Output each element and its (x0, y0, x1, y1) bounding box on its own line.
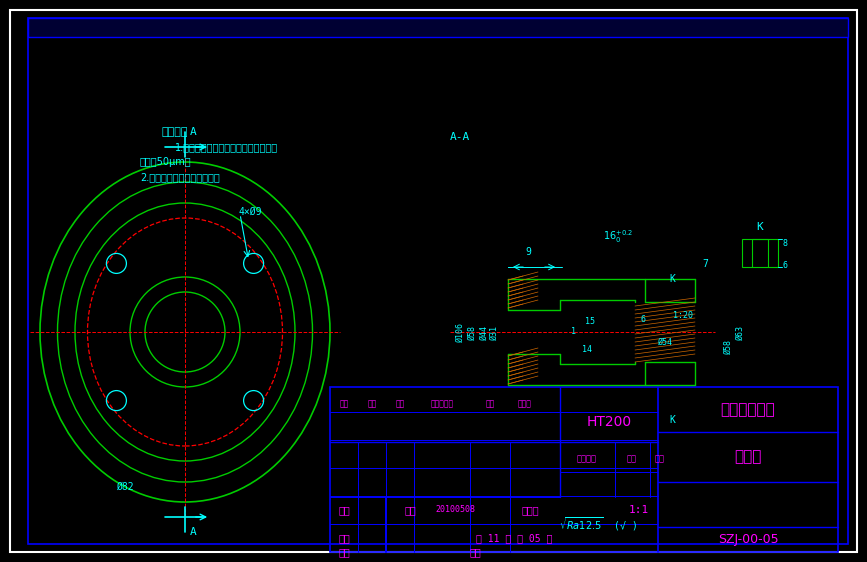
Text: 15: 15 (585, 318, 595, 327)
Text: A: A (190, 127, 196, 137)
Text: 处数: 处数 (368, 400, 376, 409)
Text: 1: 1 (570, 328, 576, 337)
Text: K: K (757, 222, 763, 232)
Text: 标准化: 标准化 (521, 505, 538, 515)
Text: SZJ-00-05: SZJ-00-05 (718, 533, 779, 546)
Text: 8: 8 (783, 238, 787, 247)
Text: HT200: HT200 (586, 415, 631, 429)
Text: 批准: 批准 (469, 547, 481, 557)
Text: 江西农业大学: 江西农业大学 (720, 402, 775, 418)
Bar (742, 239, 778, 267)
Text: 20100508: 20100508 (435, 505, 475, 514)
Text: Ø58: Ø58 (723, 339, 733, 355)
Text: 技术要求: 技术要求 (162, 127, 188, 137)
Text: $\sqrt{Ra12.5}$  (√ ): $\sqrt{Ra12.5}$ (√ ) (559, 515, 637, 533)
Text: K: K (669, 415, 675, 425)
Text: 共 11 张 第 05 张: 共 11 张 第 05 张 (476, 533, 552, 543)
Text: Ø106: Ø106 (455, 322, 465, 342)
Text: 9: 9 (525, 247, 531, 257)
Text: Ø63: Ø63 (735, 324, 745, 339)
Text: 4×Ø9: 4×Ø9 (238, 207, 262, 217)
Text: 重量: 重量 (627, 455, 637, 464)
Text: 1:1: 1:1 (629, 505, 649, 515)
Text: K: K (669, 274, 675, 284)
Text: A-A: A-A (450, 132, 470, 142)
Text: 2.铸件应清除冒口，飞刺等。: 2.铸件应清除冒口，飞刺等。 (140, 172, 219, 182)
Text: Ø44: Ø44 (479, 324, 488, 339)
Text: 签名: 签名 (486, 400, 495, 409)
Text: 审核: 审核 (338, 533, 350, 543)
Bar (330, 387, 838, 552)
Text: 阶段标记: 阶段标记 (577, 455, 597, 464)
Text: 设计: 设计 (338, 505, 350, 515)
Text: 标记: 标记 (339, 400, 349, 409)
Text: 不大于50μm。: 不大于50μm。 (140, 157, 192, 167)
Text: 7: 7 (702, 259, 708, 269)
Text: 年月日: 年月日 (518, 400, 532, 409)
Bar (28, 18, 848, 37)
Text: 比例: 比例 (655, 455, 665, 464)
Text: A: A (190, 527, 196, 537)
Text: Ø58: Ø58 (467, 324, 477, 339)
Text: 6: 6 (783, 261, 787, 270)
Text: 1:20: 1:20 (673, 310, 693, 320)
Text: Ø31: Ø31 (490, 324, 499, 339)
Text: 14: 14 (582, 346, 592, 355)
Text: 更改文件号: 更改文件号 (430, 400, 453, 409)
Text: Ø82: Ø82 (116, 482, 134, 492)
Text: 6: 6 (641, 315, 646, 324)
Text: 陈华: 陈华 (404, 505, 416, 515)
Text: 工艺: 工艺 (338, 547, 350, 557)
Text: 1.铸件非加工表面的粗糙度，砂型铸造: 1.铸件非加工表面的粗糙度，砂型铸造 (175, 142, 278, 152)
Text: 轴承盖: 轴承盖 (734, 450, 762, 465)
Text: 分区: 分区 (395, 400, 405, 409)
Text: Ø54: Ø54 (657, 338, 673, 347)
Text: $16^{+0.2}_{0}$: $16^{+0.2}_{0}$ (603, 229, 633, 246)
